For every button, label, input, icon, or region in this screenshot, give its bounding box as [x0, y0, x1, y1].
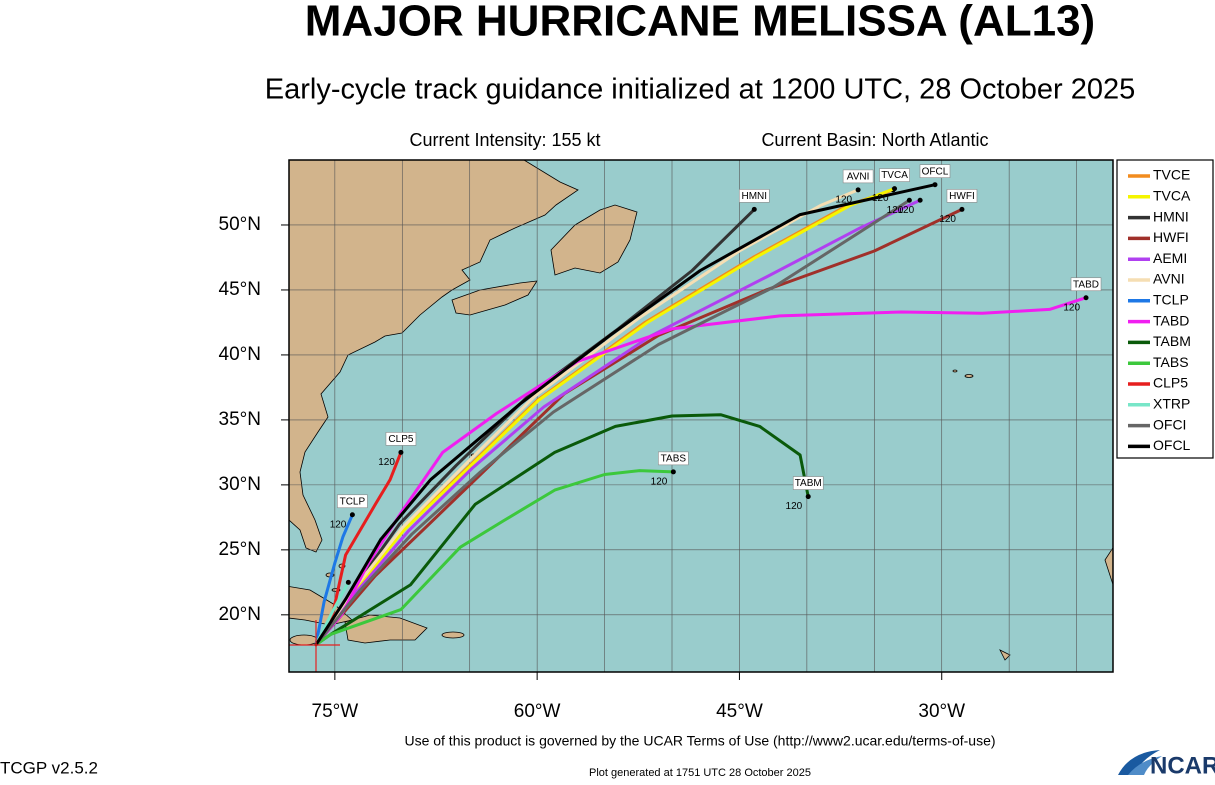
basin: Current Basin: North Atlantic — [761, 130, 988, 150]
track — [314, 198, 922, 647]
legend-label: TABS — [1153, 354, 1189, 370]
legend-label: HWFI — [1153, 229, 1189, 245]
track-tag: TCLP — [340, 496, 366, 507]
y-tick-label: 35°N — [219, 409, 261, 430]
legend-label: CLP5 — [1153, 375, 1188, 391]
title: MAJOR HURRICANE MELISSA (AL13) — [305, 0, 1095, 46]
legend-label: AVNI — [1153, 271, 1185, 287]
track-tag: TABM — [795, 478, 822, 489]
version: TCGP v2.5.2 — [0, 758, 98, 777]
hour-label: 120 — [378, 457, 395, 468]
intensity: Current Intensity: 155 kt — [409, 130, 600, 150]
track-tag: AVNI — [847, 172, 870, 183]
track-end — [917, 197, 923, 203]
track-tag: OFCL — [922, 166, 949, 177]
hour-label: 120 — [897, 205, 914, 216]
track — [314, 198, 911, 647]
legend-label: TABD — [1153, 312, 1189, 328]
hour-label: 120 — [786, 501, 803, 512]
track-tag-box — [658, 451, 689, 466]
legend-label: OFCL — [1153, 437, 1191, 453]
y-tick-label: 45°N — [219, 279, 261, 300]
track-tag-box — [879, 168, 910, 182]
track-end — [805, 494, 811, 500]
track-end — [855, 187, 861, 193]
track — [314, 513, 354, 647]
x-tick-label: 45°W — [716, 701, 763, 722]
legend-label: OFCI — [1153, 416, 1186, 432]
track-tag-box — [842, 169, 874, 184]
track-tag-box — [337, 494, 368, 509]
track-tag-box — [1070, 277, 1102, 292]
track-tag: TABD — [1073, 279, 1099, 290]
y-tick-label: 50°N — [219, 214, 261, 235]
tracks: 120TVCAHMNI120HWFI120120AVNI120TCLP120TA… — [314, 164, 1102, 647]
terms: Use of this product is governed by the U… — [404, 733, 995, 749]
track-tag: TVCA — [881, 170, 908, 181]
track-tag: CLP5 — [388, 434, 413, 445]
legend-label: TABM — [1153, 333, 1191, 349]
legend-label: HMNI — [1153, 208, 1189, 224]
y-tick-label: 40°N — [219, 344, 261, 365]
track-tag-box — [738, 189, 770, 203]
y-tick-label: 20°N — [219, 604, 261, 625]
y-tick-label: 30°N — [219, 474, 261, 495]
hour-label: 120 — [939, 214, 956, 225]
track-end — [932, 182, 938, 188]
generated: Plot generated at 1751 UTC 28 October 20… — [589, 767, 811, 779]
track-end — [670, 469, 676, 475]
track-tag: HWFI — [949, 191, 975, 202]
track-tag-box — [385, 432, 417, 446]
track-end — [959, 206, 965, 212]
logo-text: NCAR — [1150, 752, 1215, 779]
y-tick-label: 25°N — [219, 539, 261, 560]
x-tick-label: 75°W — [312, 701, 359, 722]
track-end — [751, 206, 757, 212]
hour-label: 120 — [835, 195, 852, 206]
track-tag: HMNI — [741, 191, 767, 202]
legend-label: TCLP — [1153, 292, 1189, 308]
track-end — [1083, 295, 1089, 301]
track — [314, 188, 860, 647]
track-end — [345, 579, 351, 585]
hour-label: 120 — [872, 193, 889, 204]
track-end — [398, 449, 404, 455]
legend-label: TVCA — [1153, 188, 1191, 204]
subtitle: Early-cycle track guidance initialized a… — [265, 74, 1135, 106]
track — [314, 183, 937, 647]
track-tag-box — [946, 189, 978, 203]
track — [314, 469, 675, 647]
ncar-logo: NCAR — [1118, 750, 1215, 779]
legend-label: AEMI — [1153, 250, 1187, 266]
track-end — [892, 186, 898, 192]
track — [314, 413, 810, 647]
track-end — [349, 512, 355, 518]
legend-label: XTRP — [1153, 396, 1190, 412]
hour-label: 120 — [330, 519, 347, 530]
x-tick-label: 30°W — [918, 701, 965, 722]
hour-label: 120 — [651, 477, 668, 488]
track — [314, 187, 896, 647]
track-tag-box — [919, 164, 951, 178]
legend — [1116, 159, 1214, 459]
track-tag-box — [792, 476, 824, 490]
hour-label: 120 — [1063, 302, 1080, 313]
hour-label: 120 — [887, 205, 904, 216]
track-end — [906, 197, 912, 203]
track-tag: TABS — [661, 454, 687, 465]
x-tick-label: 60°W — [514, 701, 561, 722]
map-frame — [288, 159, 1114, 673]
legend-label: TVCE — [1153, 167, 1190, 183]
